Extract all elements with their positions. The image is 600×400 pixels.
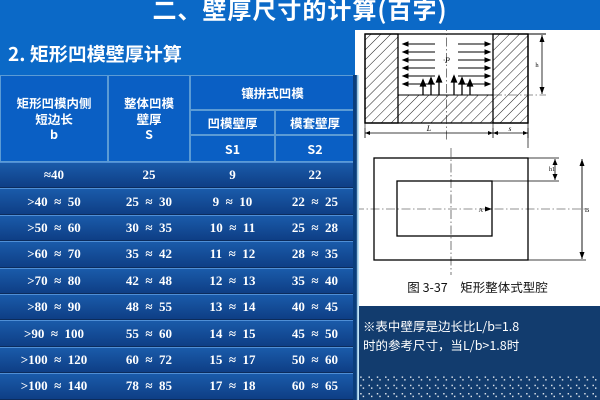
svg-text:L: L: [426, 124, 432, 133]
svg-text:h: h: [535, 62, 539, 69]
svg-text:B: B: [585, 207, 590, 214]
svg-text:s: s: [509, 124, 512, 133]
svg-text:h1: h1: [549, 167, 555, 173]
svg-text:·P: ·P: [443, 56, 450, 65]
svg-text:A: A: [479, 208, 484, 214]
